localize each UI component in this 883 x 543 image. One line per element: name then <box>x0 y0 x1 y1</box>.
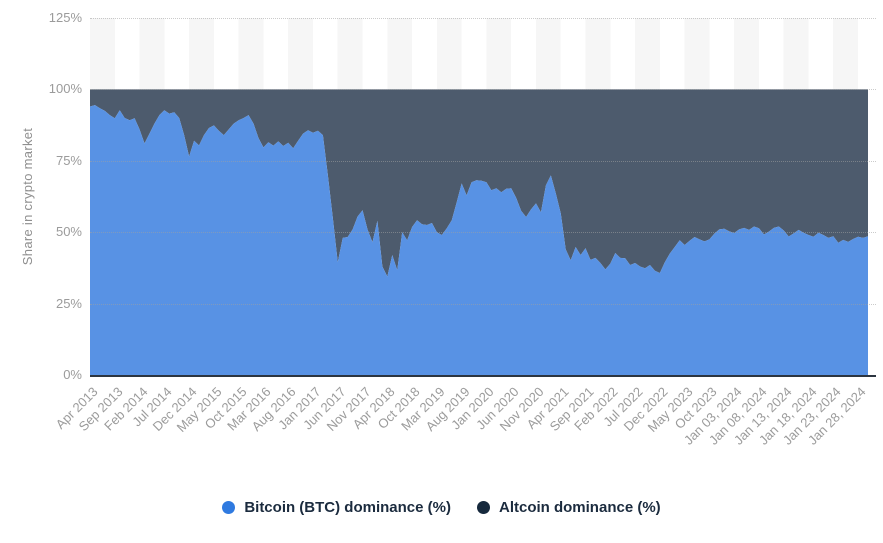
y-tick-label: 0% <box>63 367 82 382</box>
y-tick-label: 125% <box>48 10 82 25</box>
legend-label: Altcoin dominance (%) <box>498 498 661 516</box>
y-tick-label: 100% <box>48 81 82 97</box>
legend-label: Bitcoin (BTC) dominance (%) <box>244 498 451 516</box>
btc-dominance-area[interactable] <box>90 105 868 375</box>
legend-marker-alt-icon <box>476 500 490 514</box>
altcoin-dominance-area[interactable] <box>90 89 868 277</box>
legend-item-btc[interactable]: Bitcoin (BTC) dominance (%) <box>222 499 451 516</box>
legend-marker-btc-icon <box>222 500 236 514</box>
stacked-area-chart <box>90 89 868 375</box>
chart-legend: Bitcoin (BTC) dominance (%) Altcoin domin… <box>0 493 883 521</box>
y-tick-label: 50% <box>55 224 82 240</box>
y-tick-label: 75% <box>55 152 82 168</box>
plot-area[interactable] <box>90 18 876 375</box>
y-tick-label: 25% <box>55 295 82 311</box>
legend-item-alt[interactable]: Altcoin dominance (%) <box>476 498 661 516</box>
y-axis-title: Share in crypto market <box>19 127 35 266</box>
x-axis-baseline <box>90 375 876 377</box>
